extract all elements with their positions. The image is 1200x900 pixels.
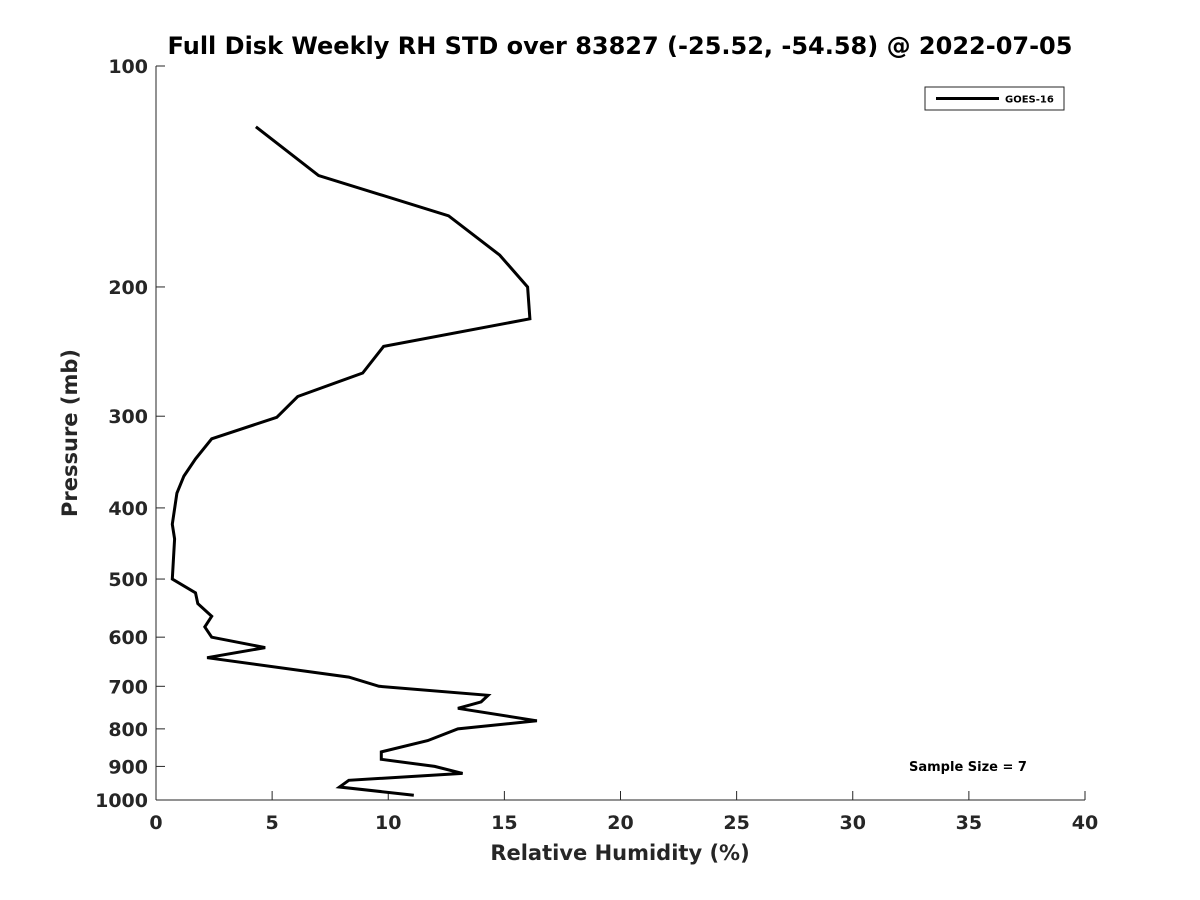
x-tick-label: 5 [266, 812, 279, 834]
chart-title: Full Disk Weekly RH STD over 83827 (-25.… [168, 32, 1073, 60]
y-tick-label: 100 [108, 56, 148, 78]
legend: GOES-16 [924, 86, 1065, 111]
x-tick-label: 30 [840, 812, 866, 834]
y-tick-label: 500 [108, 569, 148, 591]
y-tick-label: 400 [108, 498, 148, 520]
y-tick-label: 700 [108, 676, 148, 698]
x-axis-label: Relative Humidity (%) [490, 841, 749, 865]
y-tick-label: 200 [108, 277, 148, 299]
series-line-goes-16 [170, 125, 538, 797]
x-ticks: 0 5 10 15 20 25 30 35 40 [149, 791, 1098, 834]
legend-label-goes-16: GOES-16 [1005, 95, 1054, 106]
x-tick-label: 20 [607, 812, 633, 834]
x-tick-label: 25 [723, 812, 749, 834]
y-axis-label: Pressure (mb) [58, 349, 82, 517]
x-tick-label: 10 [375, 812, 401, 834]
y-tick-label: 900 [108, 756, 148, 778]
x-tick-label: 0 [149, 812, 162, 834]
y-ticks: 100 200 300 400 500 600 700 800 900 1000 [95, 56, 165, 812]
x-tick-label: 40 [1072, 812, 1098, 834]
x-tick-label: 35 [956, 812, 982, 834]
y-tick-label: 600 [108, 627, 148, 649]
x-tick-label: 15 [491, 812, 517, 834]
y-tick-label: 800 [108, 719, 148, 741]
y-tick-label: 300 [108, 406, 148, 428]
series-group [170, 125, 538, 797]
y-tick-label: 1000 [95, 790, 148, 812]
sample-size-annotation: Sample Size = 7 [909, 760, 1027, 775]
